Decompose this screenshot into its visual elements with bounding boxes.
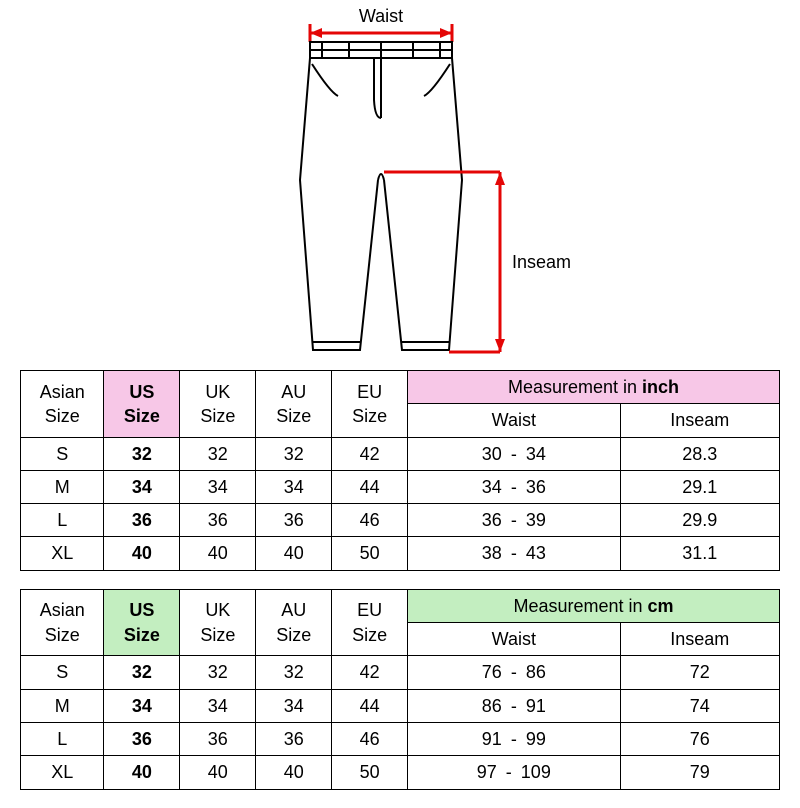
cell-waist: 38 - 43 bbox=[408, 537, 621, 570]
cell-eu: 46 bbox=[332, 504, 408, 537]
cell-uk: 36 bbox=[180, 504, 256, 537]
pants-diagram: Waist bbox=[0, 0, 800, 370]
cell-au: 40 bbox=[256, 537, 332, 570]
hdr-waist: Waist bbox=[408, 623, 621, 656]
cell-uk: 32 bbox=[180, 437, 256, 470]
cell-us: 40 bbox=[104, 756, 180, 789]
hdr-uk: UKSize bbox=[180, 589, 256, 656]
inseam-label: Inseam bbox=[512, 252, 571, 272]
cell-uk: 32 bbox=[180, 656, 256, 689]
size-table-inch-body: S3232324230 - 3428.3M3434344434 - 3629.1… bbox=[21, 437, 780, 570]
hdr-au: AUSize bbox=[256, 589, 332, 656]
cell-eu: 44 bbox=[332, 689, 408, 722]
cell-us: 34 bbox=[104, 689, 180, 722]
cell-uk: 34 bbox=[180, 689, 256, 722]
hdr-inseam: Inseam bbox=[620, 404, 779, 437]
hdr-eu: EUSize bbox=[332, 589, 408, 656]
table-row: S3232324230 - 3428.3 bbox=[21, 437, 780, 470]
cell-au: 34 bbox=[256, 689, 332, 722]
hdr-au: AUSize bbox=[256, 371, 332, 438]
cell-asian: L bbox=[21, 722, 104, 755]
hdr-measurement: Measurement in cm bbox=[408, 589, 780, 622]
cell-asian: S bbox=[21, 656, 104, 689]
hdr-asian: AsianSize bbox=[21, 371, 104, 438]
cell-eu: 42 bbox=[332, 656, 408, 689]
inseam-measure-arrow: Inseam bbox=[384, 172, 571, 352]
table-row: XL4040405097 - 10979 bbox=[21, 756, 780, 789]
cell-inseam: 29.1 bbox=[620, 470, 779, 503]
cell-au: 40 bbox=[256, 756, 332, 789]
cell-asian: M bbox=[21, 689, 104, 722]
cell-inseam: 79 bbox=[620, 756, 779, 789]
cell-us: 36 bbox=[104, 504, 180, 537]
cell-au: 36 bbox=[256, 504, 332, 537]
cell-asian: L bbox=[21, 504, 104, 537]
cell-eu: 50 bbox=[332, 756, 408, 789]
pants-outline bbox=[300, 42, 462, 350]
cell-us: 40 bbox=[104, 537, 180, 570]
cell-asian: M bbox=[21, 470, 104, 503]
hdr-us: USSize bbox=[104, 371, 180, 438]
cell-eu: 46 bbox=[332, 722, 408, 755]
table-row: XL4040405038 - 4331.1 bbox=[21, 537, 780, 570]
cell-inseam: 29.9 bbox=[620, 504, 779, 537]
cell-asian: XL bbox=[21, 537, 104, 570]
cell-asian: S bbox=[21, 437, 104, 470]
hdr-asian: AsianSize bbox=[21, 589, 104, 656]
cell-au: 32 bbox=[256, 656, 332, 689]
cell-inseam: 74 bbox=[620, 689, 779, 722]
table-row: S3232324276 - 8672 bbox=[21, 656, 780, 689]
table-row: M3434344434 - 3629.1 bbox=[21, 470, 780, 503]
cell-uk: 34 bbox=[180, 470, 256, 503]
cell-asian: XL bbox=[21, 756, 104, 789]
cell-us: 32 bbox=[104, 656, 180, 689]
waist-measure-arrow: Waist bbox=[310, 6, 452, 42]
cell-waist: 86 - 91 bbox=[408, 689, 621, 722]
table-row: L3636364691 - 9976 bbox=[21, 722, 780, 755]
table-row: M3434344486 - 9174 bbox=[21, 689, 780, 722]
size-table-cm-body: S3232324276 - 8672M3434344486 - 9174L363… bbox=[21, 656, 780, 789]
hdr-eu: EUSize bbox=[332, 371, 408, 438]
cell-eu: 44 bbox=[332, 470, 408, 503]
cell-uk: 40 bbox=[180, 537, 256, 570]
cell-waist: 30 - 34 bbox=[408, 437, 621, 470]
cell-inseam: 72 bbox=[620, 656, 779, 689]
size-table-inch: AsianSize USSize UKSize AUSize EUSize Me… bbox=[20, 370, 780, 571]
cell-uk: 40 bbox=[180, 756, 256, 789]
table-row: L3636364636 - 3929.9 bbox=[21, 504, 780, 537]
hdr-measurement: Measurement in inch bbox=[408, 371, 780, 404]
cell-us: 32 bbox=[104, 437, 180, 470]
cell-uk: 36 bbox=[180, 722, 256, 755]
cell-inseam: 76 bbox=[620, 722, 779, 755]
cell-waist: 34 - 36 bbox=[408, 470, 621, 503]
cell-au: 36 bbox=[256, 722, 332, 755]
cell-inseam: 31.1 bbox=[620, 537, 779, 570]
size-tables: AsianSize USSize UKSize AUSize EUSize Me… bbox=[20, 370, 780, 808]
cell-us: 34 bbox=[104, 470, 180, 503]
waist-label: Waist bbox=[359, 6, 403, 26]
hdr-uk: UKSize bbox=[180, 371, 256, 438]
cell-waist: 36 - 39 bbox=[408, 504, 621, 537]
size-table-cm: AsianSize USSize UKSize AUSize EUSize Me… bbox=[20, 589, 780, 790]
hdr-waist: Waist bbox=[408, 404, 621, 437]
cell-eu: 42 bbox=[332, 437, 408, 470]
cell-waist: 76 - 86 bbox=[408, 656, 621, 689]
cell-waist: 97 - 109 bbox=[408, 756, 621, 789]
cell-eu: 50 bbox=[332, 537, 408, 570]
hdr-us: USSize bbox=[104, 589, 180, 656]
cell-au: 34 bbox=[256, 470, 332, 503]
cell-au: 32 bbox=[256, 437, 332, 470]
cell-waist: 91 - 99 bbox=[408, 722, 621, 755]
hdr-inseam: Inseam bbox=[620, 623, 779, 656]
cell-us: 36 bbox=[104, 722, 180, 755]
cell-inseam: 28.3 bbox=[620, 437, 779, 470]
